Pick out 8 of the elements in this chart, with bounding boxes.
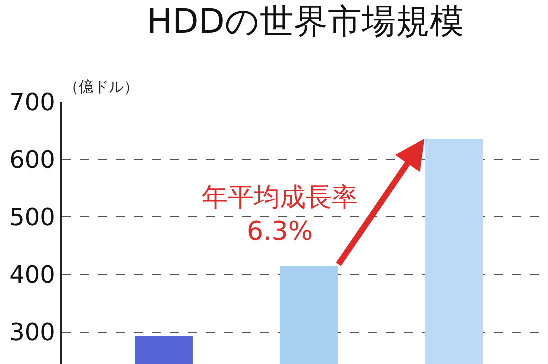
y-tick-label: 500 — [10, 204, 56, 232]
y-axis-title: （億ドル） — [64, 78, 139, 96]
y-tick-label: 600 — [10, 146, 56, 174]
y-tick-label: 300 — [10, 318, 56, 347]
annotation: 年平均成長率 6.3% — [202, 183, 358, 247]
y-tick-label: 400 — [10, 261, 56, 290]
y-tick-label: 700 — [10, 88, 56, 116]
chart-title: HDDの世界市場規模 — [147, 2, 464, 42]
